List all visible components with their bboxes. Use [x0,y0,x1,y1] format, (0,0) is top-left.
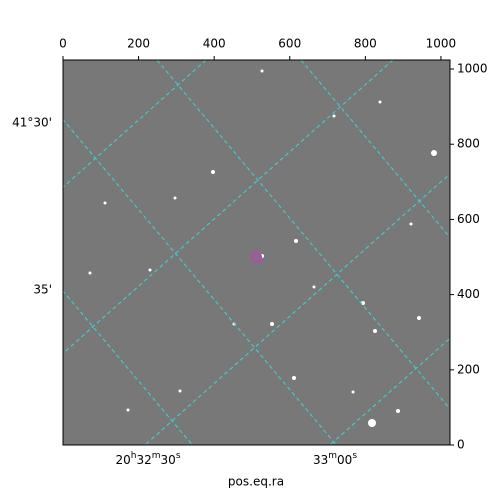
x-tick-label: 600 [278,37,301,51]
y-tick-label: 600 [457,212,480,226]
x-tick-label: 0 [59,37,67,51]
y-tick-label: 200 [457,362,480,376]
x-tick-label: 400 [203,37,226,51]
x-tick-label: 800 [354,37,377,51]
marker [251,251,262,263]
x-axis-label: pos.eq.ra [228,475,284,489]
x-tick-label: 200 [127,37,150,51]
y-tick-label: 0 [457,438,465,452]
y-tick-label: 800 [457,137,480,151]
dec-tick-label: 35' [33,283,52,297]
ra-tick-label: 33m00s [313,451,357,467]
x-tick-label: 1000 [426,37,457,51]
frame [62,59,451,446]
coordinate-grid [63,60,450,445]
ra-tick-label: 20h32m30s [115,451,180,467]
y-tick-label: 400 [457,287,480,301]
dec-tick-label: 41°30' [12,116,52,130]
y-tick-label: 1000 [457,62,488,76]
